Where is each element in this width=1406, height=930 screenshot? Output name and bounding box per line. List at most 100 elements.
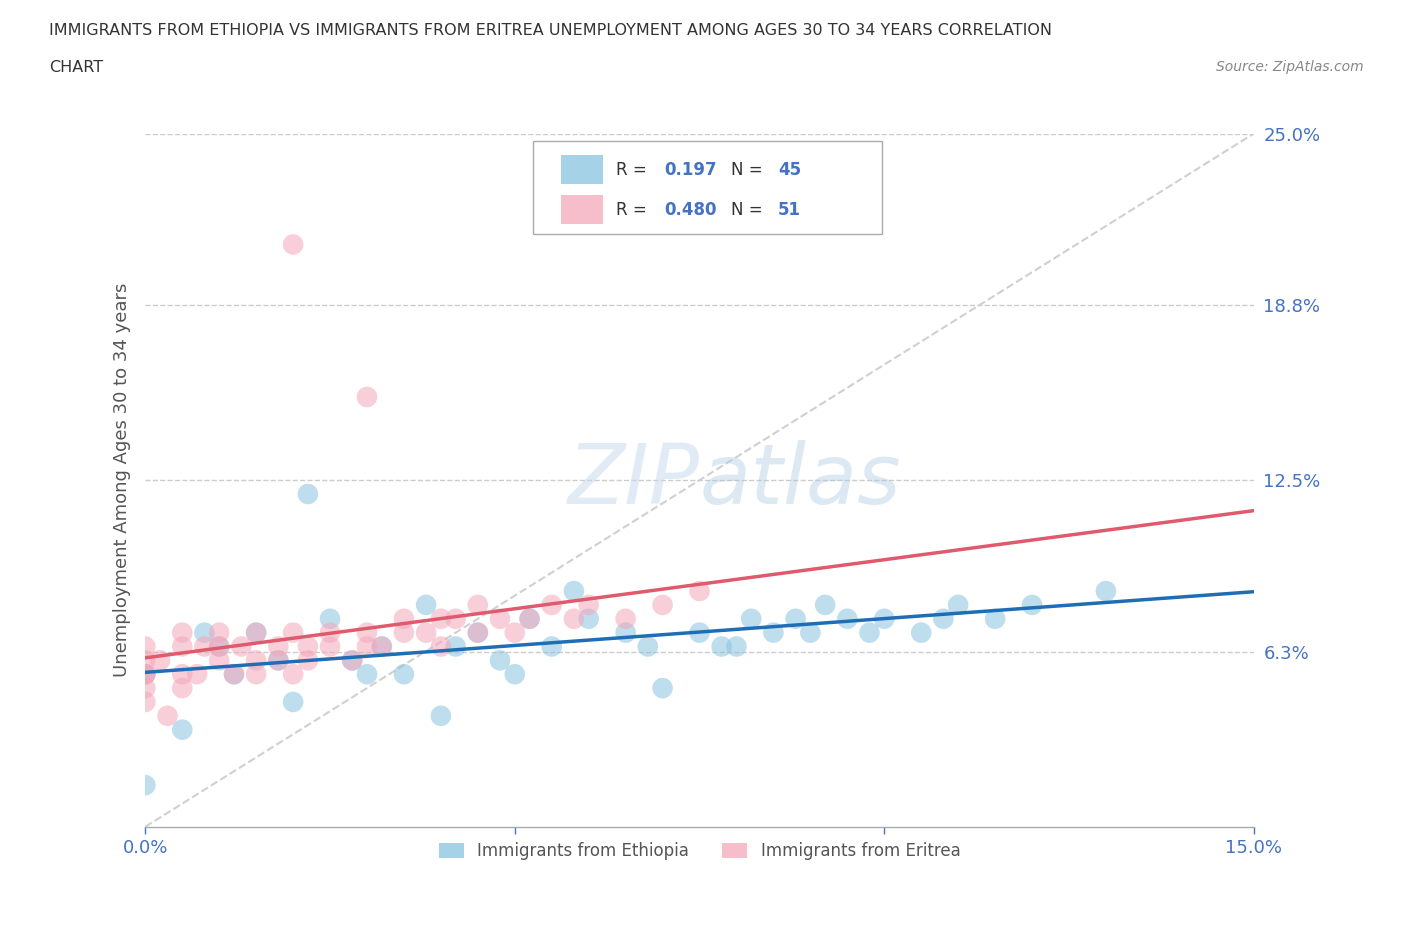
Immigrants from Eritrea xyxy=(134,667,156,682)
Immigrants from Eritrea xyxy=(245,653,267,668)
Immigrants from Eritrea xyxy=(297,653,319,668)
Immigrants from Ethiopia xyxy=(319,611,342,626)
Immigrants from Eritrea xyxy=(134,653,156,668)
Immigrants from Eritrea xyxy=(208,625,231,640)
Text: 45: 45 xyxy=(778,161,801,179)
Immigrants from Eritrea xyxy=(208,653,231,668)
Immigrants from Ethiopia xyxy=(208,639,231,654)
Immigrants from Ethiopia xyxy=(578,611,600,626)
Immigrants from Ethiopia xyxy=(799,625,821,640)
Immigrants from Eritrea xyxy=(172,625,194,640)
Immigrants from Eritrea xyxy=(614,611,637,626)
Immigrants from Eritrea xyxy=(245,625,267,640)
Immigrants from Eritrea xyxy=(172,639,194,654)
Immigrants from Ethiopia xyxy=(762,625,785,640)
Immigrants from Eritrea xyxy=(356,639,378,654)
Text: R =: R = xyxy=(616,201,652,219)
Immigrants from Eritrea xyxy=(415,625,437,640)
Immigrants from Eritrea xyxy=(134,695,156,710)
Immigrants from Eritrea xyxy=(134,639,156,654)
Immigrants from Eritrea xyxy=(444,611,467,626)
Immigrants from Ethiopia xyxy=(1021,597,1043,612)
Immigrants from Eritrea xyxy=(689,584,711,599)
Immigrants from Eritrea xyxy=(319,625,342,640)
Immigrants from Eritrea xyxy=(356,390,378,405)
Immigrants from Eritrea xyxy=(281,625,304,640)
Text: N =: N = xyxy=(731,201,768,219)
Immigrants from Eritrea xyxy=(156,709,179,724)
Immigrants from Ethiopia xyxy=(725,639,748,654)
Immigrants from Ethiopia xyxy=(222,667,245,682)
Immigrants from Ethiopia xyxy=(134,667,156,682)
Immigrants from Eritrea xyxy=(578,597,600,612)
Immigrants from Ethiopia xyxy=(710,639,733,654)
Text: 0.480: 0.480 xyxy=(664,201,717,219)
Immigrants from Eritrea xyxy=(281,237,304,252)
Immigrants from Ethiopia xyxy=(356,667,378,682)
Immigrants from Ethiopia xyxy=(267,653,290,668)
Bar xyxy=(561,155,603,184)
Immigrants from Eritrea xyxy=(467,625,489,640)
Immigrants from Ethiopia xyxy=(430,709,453,724)
Immigrants from Ethiopia xyxy=(489,653,512,668)
Immigrants from Eritrea xyxy=(430,611,453,626)
Immigrants from Ethiopia xyxy=(689,625,711,640)
Immigrants from Eritrea xyxy=(519,611,541,626)
Immigrants from Eritrea xyxy=(172,681,194,696)
Immigrants from Eritrea xyxy=(342,653,364,668)
Immigrants from Ethiopia xyxy=(467,625,489,640)
Immigrants from Ethiopia xyxy=(873,611,896,626)
Immigrants from Ethiopia xyxy=(932,611,955,626)
Immigrants from Ethiopia xyxy=(415,597,437,612)
Immigrants from Ethiopia xyxy=(193,625,215,640)
Immigrants from Eritrea xyxy=(149,653,172,668)
Immigrants from Ethiopia xyxy=(837,611,859,626)
Immigrants from Eritrea xyxy=(467,597,489,612)
Immigrants from Ethiopia xyxy=(342,653,364,668)
Immigrants from Ethiopia xyxy=(614,625,637,640)
Immigrants from Eritrea xyxy=(267,639,290,654)
Immigrants from Eritrea xyxy=(222,667,245,682)
Text: N =: N = xyxy=(731,161,768,179)
Immigrants from Eritrea xyxy=(134,681,156,696)
Immigrants from Ethiopia xyxy=(371,639,394,654)
Immigrants from Eritrea xyxy=(231,639,253,654)
Immigrants from Ethiopia xyxy=(562,584,585,599)
Immigrants from Ethiopia xyxy=(740,611,762,626)
Legend: Immigrants from Ethiopia, Immigrants from Eritrea: Immigrants from Ethiopia, Immigrants fro… xyxy=(432,835,967,867)
Immigrants from Ethiopia xyxy=(297,486,319,501)
Text: 0.197: 0.197 xyxy=(664,161,717,179)
Immigrants from Ethiopia xyxy=(910,625,932,640)
Immigrants from Eritrea xyxy=(245,667,267,682)
Immigrants from Ethiopia xyxy=(503,667,526,682)
FancyBboxPatch shape xyxy=(533,140,883,234)
Immigrants from Eritrea xyxy=(208,639,231,654)
Immigrants from Ethiopia xyxy=(172,723,194,737)
Immigrants from Eritrea xyxy=(651,597,673,612)
Immigrants from Ethiopia xyxy=(1095,584,1118,599)
Immigrants from Eritrea xyxy=(193,639,215,654)
Text: Source: ZipAtlas.com: Source: ZipAtlas.com xyxy=(1216,60,1364,74)
Immigrants from Eritrea xyxy=(489,611,512,626)
Immigrants from Ethiopia xyxy=(134,777,156,792)
Immigrants from Ethiopia xyxy=(540,639,562,654)
Immigrants from Eritrea xyxy=(281,667,304,682)
Immigrants from Ethiopia xyxy=(245,625,267,640)
Text: CHART: CHART xyxy=(49,60,103,75)
Immigrants from Eritrea xyxy=(356,625,378,640)
Text: 51: 51 xyxy=(778,201,801,219)
Immigrants from Eritrea xyxy=(297,639,319,654)
Immigrants from Ethiopia xyxy=(858,625,880,640)
Y-axis label: Unemployment Among Ages 30 to 34 years: Unemployment Among Ages 30 to 34 years xyxy=(114,283,131,677)
Immigrants from Eritrea xyxy=(540,597,562,612)
Text: R =: R = xyxy=(616,161,652,179)
Immigrants from Ethiopia xyxy=(637,639,659,654)
Immigrants from Ethiopia xyxy=(651,681,673,696)
Text: atlas: atlas xyxy=(700,440,901,521)
Immigrants from Ethiopia xyxy=(946,597,969,612)
Immigrants from Eritrea xyxy=(267,653,290,668)
Immigrants from Ethiopia xyxy=(785,611,807,626)
Immigrants from Eritrea xyxy=(134,667,156,682)
Immigrants from Ethiopia xyxy=(444,639,467,654)
Text: IMMIGRANTS FROM ETHIOPIA VS IMMIGRANTS FROM ERITREA UNEMPLOYMENT AMONG AGES 30 T: IMMIGRANTS FROM ETHIOPIA VS IMMIGRANTS F… xyxy=(49,23,1052,38)
